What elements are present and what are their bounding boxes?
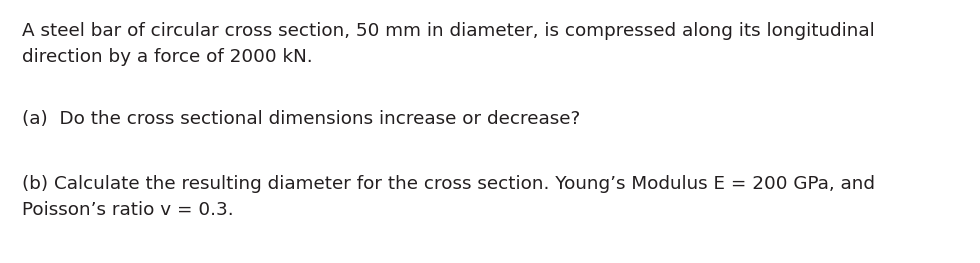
Text: Poisson’s ratio v = 0.3.: Poisson’s ratio v = 0.3.: [22, 201, 233, 219]
Text: direction by a force of 2000 kN.: direction by a force of 2000 kN.: [22, 48, 313, 66]
Text: (a)  Do the cross sectional dimensions increase or decrease?: (a) Do the cross sectional dimensions in…: [22, 110, 580, 128]
Text: (b) Calculate the resulting diameter for the cross section. Young’s Modulus E = : (b) Calculate the resulting diameter for…: [22, 175, 875, 193]
Text: A steel bar of circular cross section, 50 mm in diameter, is compressed along it: A steel bar of circular cross section, 5…: [22, 22, 875, 40]
